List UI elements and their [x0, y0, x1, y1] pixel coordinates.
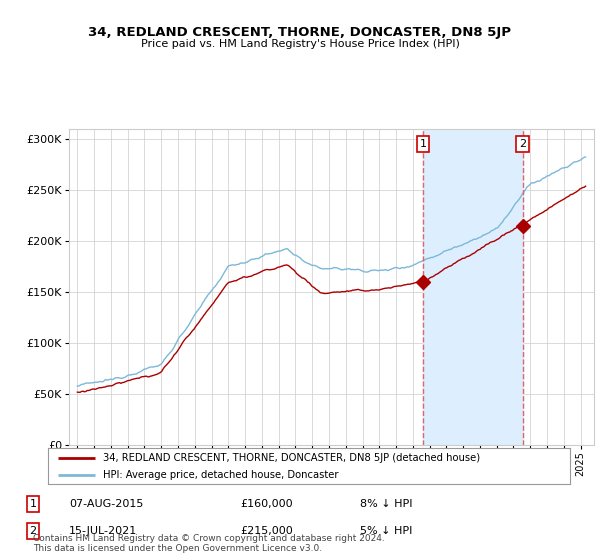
Text: 07-AUG-2015: 07-AUG-2015	[69, 499, 143, 509]
Text: 2: 2	[519, 139, 526, 149]
Text: 5% ↓ HPI: 5% ↓ HPI	[360, 526, 412, 536]
Text: 34, REDLAND CRESCENT, THORNE, DONCASTER, DN8 5JP (detached house): 34, REDLAND CRESCENT, THORNE, DONCASTER,…	[103, 453, 480, 463]
Text: Price paid vs. HM Land Registry's House Price Index (HPI): Price paid vs. HM Land Registry's House …	[140, 39, 460, 49]
Text: HPI: Average price, detached house, Doncaster: HPI: Average price, detached house, Donc…	[103, 470, 338, 479]
Text: Contains HM Land Registry data © Crown copyright and database right 2024.
This d: Contains HM Land Registry data © Crown c…	[33, 534, 385, 553]
Text: 15-JUL-2021: 15-JUL-2021	[69, 526, 137, 536]
Text: 1: 1	[419, 139, 427, 149]
Text: 8% ↓ HPI: 8% ↓ HPI	[360, 499, 413, 509]
Text: £215,000: £215,000	[240, 526, 293, 536]
Text: 34, REDLAND CRESCENT, THORNE, DONCASTER, DN8 5JP: 34, REDLAND CRESCENT, THORNE, DONCASTER,…	[89, 26, 511, 39]
Text: 1: 1	[29, 499, 37, 509]
Text: £160,000: £160,000	[240, 499, 293, 509]
Text: 2: 2	[29, 526, 37, 536]
Bar	[423, 129, 523, 445]
